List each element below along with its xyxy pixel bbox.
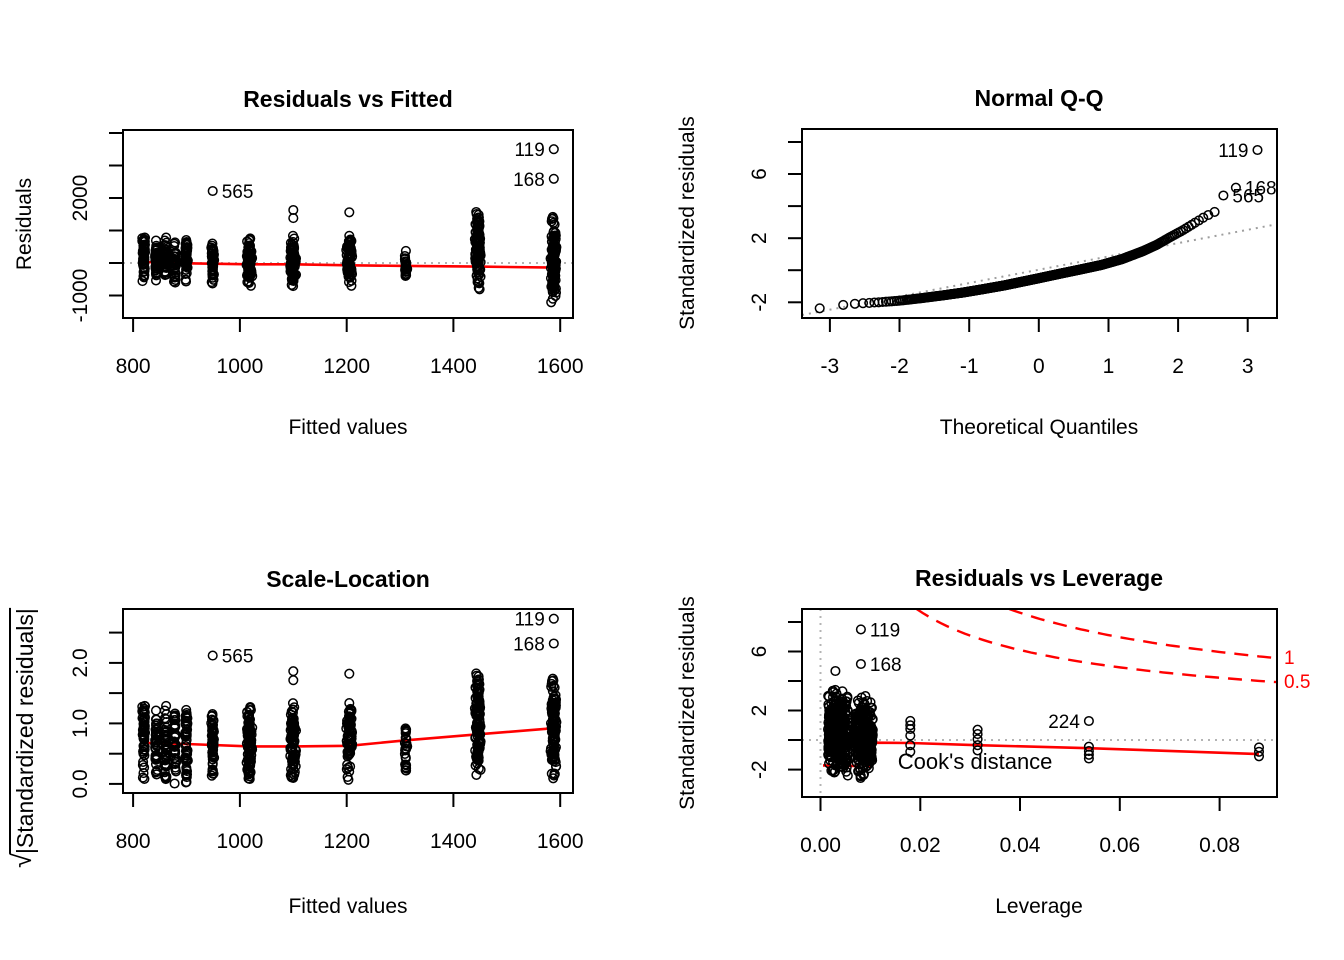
svg-text:Cook's distance: Cook's distance	[898, 749, 1053, 774]
svg-text:119: 119	[870, 620, 900, 641]
svg-text:1200: 1200	[323, 355, 370, 378]
points	[814, 206, 1220, 314]
svg-text:1400: 1400	[430, 355, 477, 378]
svg-text:1000: 1000	[217, 355, 264, 378]
svg-text:-3: -3	[821, 355, 840, 378]
svg-text:3: 3	[1242, 355, 1254, 378]
svg-text:168: 168	[1245, 179, 1277, 200]
x-axis-label-fitted-values-top: Fitted values	[288, 416, 408, 439]
axes-normal-qq: -3 -2 -1 0 1 2 3 -2 2 6	[748, 128, 1278, 378]
svg-text:-1000: -1000	[69, 269, 92, 323]
panel-scale-location: 119 168 565 800 1000 1200 1400 1600 0.0 1.0 2.0	[69, 608, 584, 853]
svg-text:6: 6	[748, 646, 771, 658]
sqrt-radical-glyph: √	[7, 853, 37, 868]
svg-text:565: 565	[222, 182, 254, 203]
panel-title-residuals-vs-leverage: Residuals vs Leverage	[914, 565, 1164, 591]
labeled-points-residuals-vs-leverage: 119 168 224	[855, 620, 1094, 733]
svg-text:0.04: 0.04	[1000, 834, 1041, 857]
svg-text:0.00: 0.00	[800, 834, 841, 857]
svg-text:1600: 1600	[537, 355, 584, 378]
panel-residuals-vs-leverage: 0.5 1 Cook's distance 119 168 224 0.00 0.02 0.04…	[748, 607, 1310, 857]
panel-residuals-vs-fitted: 119 168 565 800 1000 1200 1400 1600 -1000 2000	[69, 129, 584, 378]
svg-text:2: 2	[748, 705, 771, 717]
svg-text:224: 224	[1048, 712, 1080, 733]
svg-text:6: 6	[748, 168, 771, 180]
svg-text:1.0: 1.0	[69, 709, 92, 738]
svg-text:-2: -2	[890, 355, 909, 378]
points	[823, 665, 1265, 784]
svg-text:-2: -2	[748, 760, 771, 779]
svg-text:565: 565	[222, 647, 254, 668]
svg-text:800: 800	[116, 355, 151, 378]
svg-text:0.08: 0.08	[1199, 834, 1240, 857]
axes-scale-location: 800 1000 1200 1400 1600 0.0 1.0 2.0	[69, 608, 584, 853]
y-axis-label-residuals: Residuals	[13, 177, 36, 271]
panel-title-normal-qq: Normal Q-Q	[974, 85, 1104, 111]
svg-text:1400: 1400	[430, 830, 477, 853]
svg-text:168: 168	[513, 170, 545, 191]
svg-text:119: 119	[1218, 141, 1248, 162]
svg-text:1: 1	[1284, 648, 1295, 669]
axes-residuals-vs-fitted: 800 1000 1200 1400 1600 -1000 2000	[69, 129, 584, 378]
svg-text:168: 168	[513, 635, 545, 656]
panel-title-scale-location: Scale-Location	[266, 566, 430, 592]
y-axis-label-standardized-residuals-qq: Standardized residuals	[676, 116, 699, 330]
svg-text:2.0: 2.0	[69, 648, 92, 677]
x-axis-label-theoretical-quantiles: Theoretical Quantiles	[939, 416, 1139, 439]
svg-text:0.0: 0.0	[69, 769, 92, 798]
labeled-points-residuals-vs-fitted: 119 168 565	[207, 140, 559, 203]
svg-text:1000: 1000	[217, 830, 264, 853]
y-axis-label-standardized-residuals-leverage: Standardized residuals	[676, 596, 699, 810]
svg-text:565: 565	[1232, 187, 1264, 208]
svg-text:0: 0	[1033, 355, 1045, 378]
svg-text:1: 1	[1103, 355, 1115, 378]
svg-text:2: 2	[1172, 355, 1184, 378]
smoother-line	[143, 260, 554, 269]
y-axis-label-sqrt-standardized-residuals: √ |Standardized residuals|	[7, 608, 39, 868]
axes-residuals-vs-leverage: 0.00 0.02 0.04 0.06 0.08 -2 2 6	[748, 608, 1278, 857]
x-axis-label-leverage: Leverage	[995, 895, 1083, 918]
svg-text:800: 800	[116, 830, 151, 853]
smoother-line	[143, 726, 554, 748]
svg-text:119: 119	[515, 610, 545, 631]
svg-text:2: 2	[748, 232, 771, 244]
panel-title-residuals-vs-fitted: Residuals vs Fitted	[243, 86, 453, 112]
svg-text:0.02: 0.02	[900, 834, 941, 857]
svg-text:1200: 1200	[323, 830, 370, 853]
svg-text:0.06: 0.06	[1099, 834, 1140, 857]
svg-text:-1: -1	[960, 355, 979, 378]
cooks-distance-legend: Cook's distance	[898, 749, 1053, 774]
svg-text:-2: -2	[748, 293, 771, 312]
points	[137, 204, 562, 308]
svg-text:119: 119	[515, 140, 545, 161]
svg-text:168: 168	[870, 655, 902, 676]
labeled-points-scale-location: 119 168 565	[207, 610, 559, 668]
svg-text:1600: 1600	[537, 830, 584, 853]
svg-text:0.5: 0.5	[1284, 672, 1310, 693]
points	[137, 666, 562, 789]
x-axis-label-fitted-values-bottom: Fitted values	[288, 895, 408, 918]
svg-text:2000: 2000	[69, 175, 92, 222]
